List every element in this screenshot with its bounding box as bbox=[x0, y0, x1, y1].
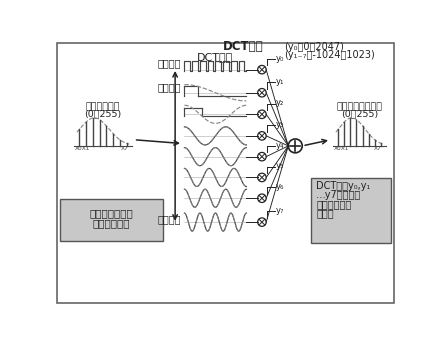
Text: y₆: y₆ bbox=[276, 182, 284, 191]
Text: 图像信号分解为: 图像信号分解为 bbox=[90, 209, 133, 218]
Text: y₇: y₇ bbox=[276, 206, 284, 215]
Text: X0X1: X0X1 bbox=[334, 146, 349, 151]
Text: 高频成分: 高频成分 bbox=[158, 214, 181, 224]
Text: DCT系数y₀,y₁: DCT系数y₀,y₁ bbox=[316, 181, 370, 191]
Text: …y7与各像元: …y7与各像元 bbox=[316, 190, 361, 200]
Text: (0～255): (0～255) bbox=[84, 109, 122, 118]
Text: (y₁₋₇：-1024～1023): (y₁₋₇：-1024～1023) bbox=[284, 50, 374, 60]
Text: y₅: y₅ bbox=[276, 162, 284, 170]
Text: X7: X7 bbox=[374, 146, 382, 151]
Text: X7: X7 bbox=[121, 146, 128, 151]
Text: y₀: y₀ bbox=[276, 54, 284, 63]
FancyBboxPatch shape bbox=[57, 44, 394, 303]
Text: DCT基底: DCT基底 bbox=[197, 52, 234, 62]
FancyBboxPatch shape bbox=[60, 199, 163, 241]
Text: 各种余弦成分: 各种余弦成分 bbox=[93, 218, 130, 229]
FancyBboxPatch shape bbox=[311, 178, 391, 243]
Text: y₄: y₄ bbox=[276, 141, 284, 150]
Text: DCT系数: DCT系数 bbox=[223, 40, 264, 52]
Circle shape bbox=[288, 139, 302, 153]
Text: 复信号: 复信号 bbox=[316, 209, 334, 218]
Text: (y₀：0～2047): (y₀：0～2047) bbox=[284, 42, 344, 52]
Text: 低频成分: 低频成分 bbox=[158, 82, 181, 93]
Text: y₁: y₁ bbox=[276, 77, 284, 86]
Text: X0X1: X0X1 bbox=[75, 146, 90, 151]
Text: 直流成分: 直流成分 bbox=[158, 59, 181, 69]
Text: (0～255): (0～255) bbox=[341, 109, 378, 118]
Text: 恢复成的图像信号: 恢复成的图像信号 bbox=[337, 102, 382, 111]
Text: 原始图像信号: 原始图像信号 bbox=[86, 102, 120, 111]
Text: y₃: y₃ bbox=[276, 120, 284, 129]
Text: 信号相乘后恢: 信号相乘后恢 bbox=[316, 199, 352, 209]
Text: y₂: y₂ bbox=[276, 98, 284, 107]
